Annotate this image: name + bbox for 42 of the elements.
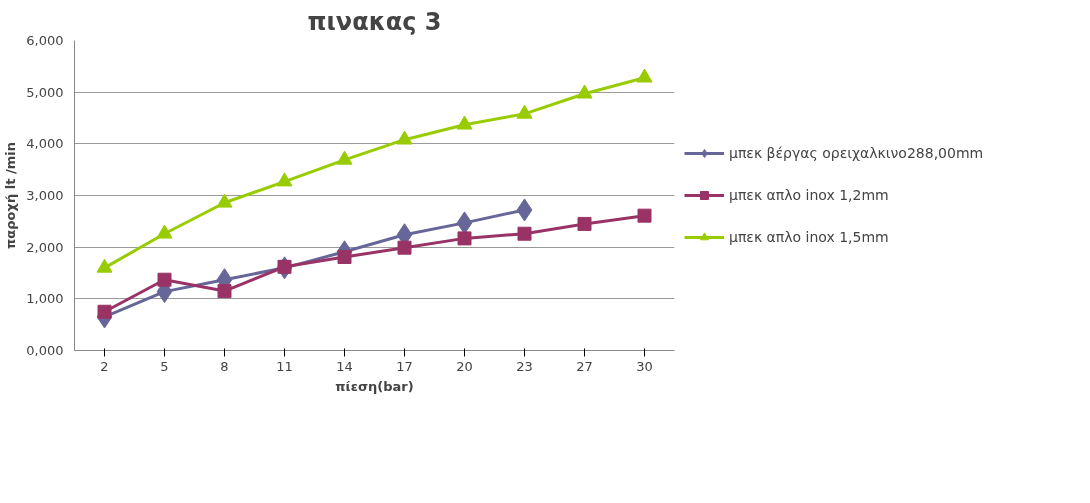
y-tick-label: 3,000 (26, 188, 64, 203)
point (576, 84, 593, 99)
x-tick-label: 8 (220, 358, 229, 374)
x-tick-label: 20 (456, 358, 473, 374)
point (517, 226, 532, 241)
y-tick-label: 5,000 (26, 84, 64, 100)
point (217, 284, 232, 299)
x-tick-label: 11 (276, 358, 293, 374)
point (97, 304, 112, 319)
point (457, 231, 472, 246)
point (637, 208, 652, 223)
point (516, 104, 533, 119)
legend-label: μπεκ βέργας ορειχαλκινο288,00mm (729, 145, 984, 161)
x-tick-label: 30 (636, 358, 653, 374)
point (276, 172, 293, 187)
x-tick-label: 23 (516, 358, 533, 374)
x-tick-label: 17 (396, 358, 413, 374)
y-tick-label: 4,000 (26, 136, 64, 152)
y-tick-label: 1,000 (26, 291, 64, 307)
x-axis-title: πίεση(bar) (335, 378, 414, 394)
y-tick-label: 2,000 (26, 239, 64, 255)
x-tick-label: 2 (100, 358, 109, 374)
y-tick-label: 6,000 (26, 33, 64, 48)
point (456, 115, 473, 130)
point (157, 272, 172, 287)
legend-label: μπεκ απλο inox 1,2mm (729, 187, 889, 203)
y-axis-title: παροχή lt /min (3, 142, 19, 249)
point (216, 193, 233, 208)
x-tick-label: 27 (576, 358, 593, 374)
point (337, 249, 352, 264)
x-tick-label: 5 (160, 358, 169, 374)
point (577, 216, 592, 231)
point (156, 224, 173, 239)
legend-label: μπεκ απλο inox 1,5mm (729, 229, 889, 245)
point (636, 68, 653, 83)
point (396, 130, 413, 145)
y-tick-label: 0,000 (26, 343, 64, 358)
point (336, 150, 353, 165)
x-tick-label: 14 (336, 358, 353, 374)
point (397, 240, 412, 255)
chart-title: πινακας 3 (307, 7, 442, 36)
point (516, 198, 533, 222)
